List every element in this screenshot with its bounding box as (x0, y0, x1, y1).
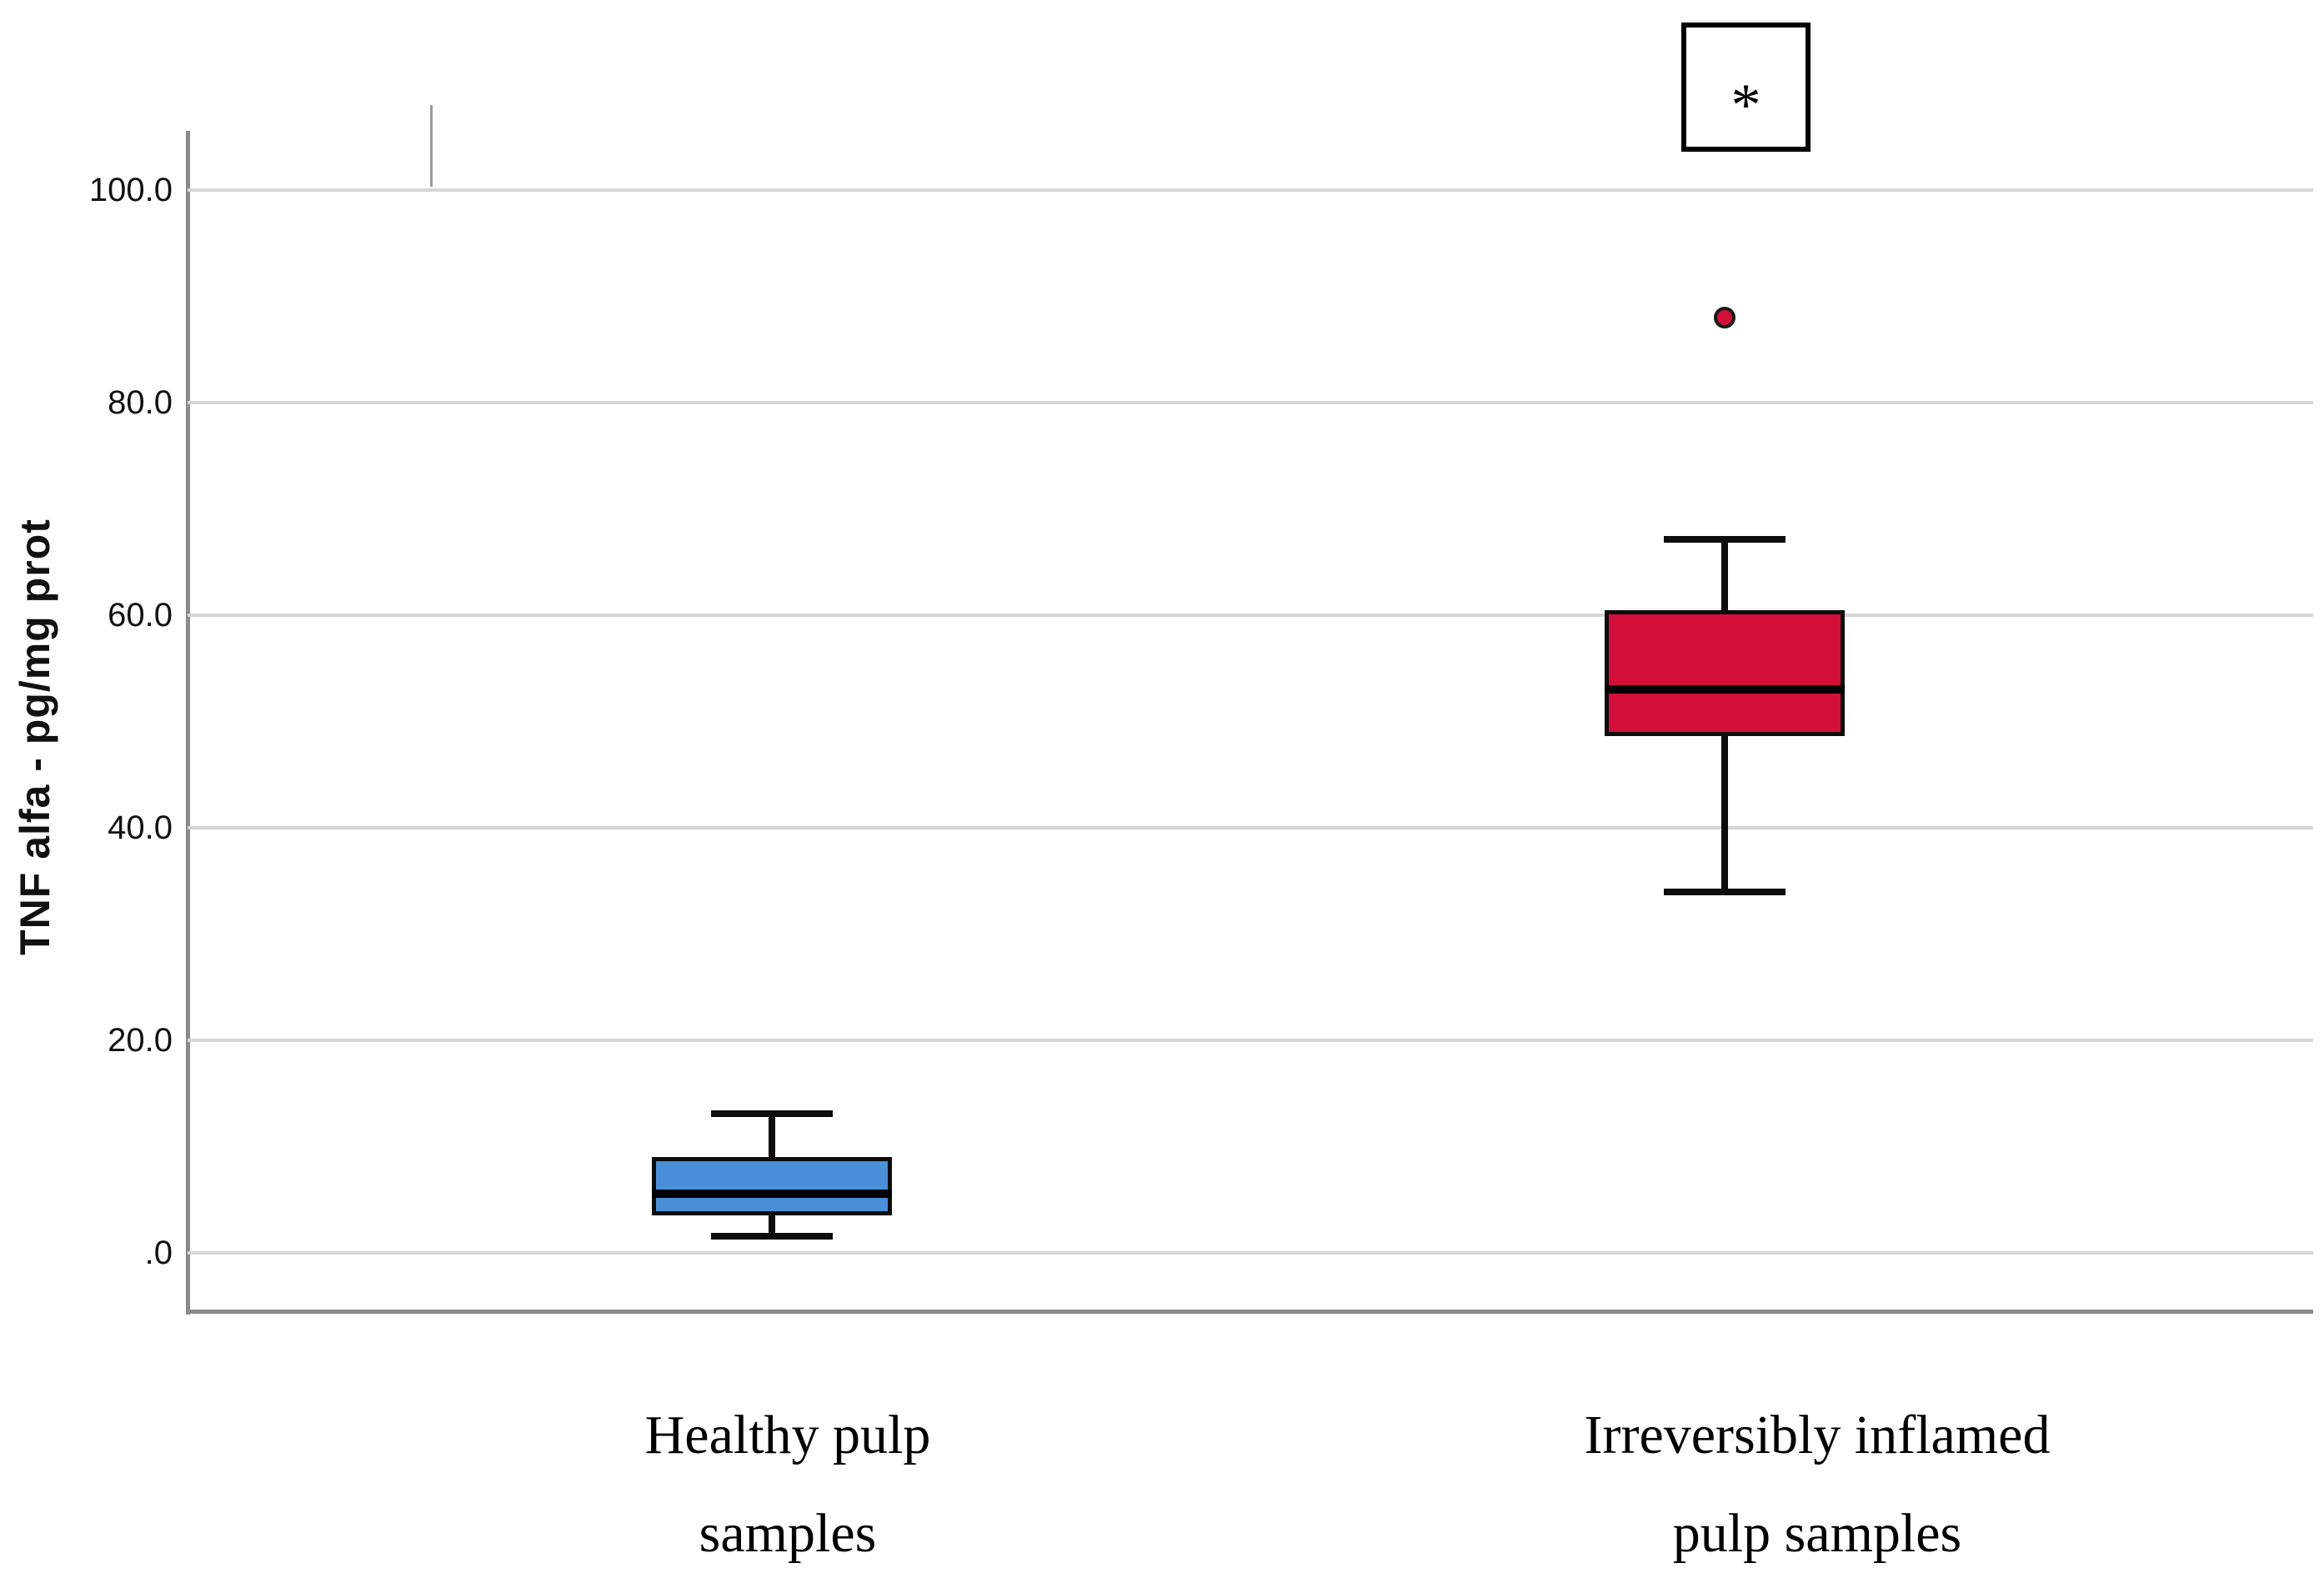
y-tick-label: 100.0 (88, 172, 173, 208)
x-axis-line (186, 1310, 2313, 1314)
whisker-cap-bottom (1664, 888, 1786, 895)
gridline (188, 188, 2313, 192)
y-tick-label: 60.0 (108, 597, 173, 634)
category-label: Healthy pulp samples (288, 1386, 1288, 1583)
stray-gridline-artifact (430, 105, 433, 187)
whisker-cap-top (1664, 536, 1786, 544)
gridline (188, 826, 2313, 829)
outlier-dot (1714, 307, 1735, 328)
category-label-line2: samples (699, 1503, 877, 1564)
y-tick-label: 40.0 (108, 809, 173, 846)
category-label: Irreversibly inflamed pulp samples (1317, 1386, 2317, 1583)
gridline (188, 401, 2313, 404)
y-tick-label: .0 (144, 1235, 173, 1271)
y-tick-label: 80.0 (108, 384, 173, 421)
gridline (188, 614, 2313, 617)
y-axis-title: TNF alfa - pg/mg prot (12, 518, 58, 955)
significance-box: * (1681, 23, 1811, 152)
gridline (188, 1039, 2313, 1042)
box-inflamed (1605, 609, 1845, 737)
y-tick-label: 20.0 (108, 1022, 173, 1059)
median-line (1605, 685, 1845, 694)
y-axis-line (186, 131, 190, 1315)
gridline (188, 1251, 2313, 1255)
whisker-cap-bottom (711, 1232, 833, 1240)
category-label-line1: Irreversibly inflamed (1584, 1405, 2051, 1465)
box-healthy (652, 1157, 892, 1216)
category-label-line1: Healthy pulp (644, 1405, 931, 1465)
median-line (652, 1189, 892, 1198)
category-label-line2: pulp samples (1672, 1503, 1962, 1564)
asterisk-symbol: * (1730, 72, 1761, 138)
whisker-cap-top (711, 1110, 833, 1117)
